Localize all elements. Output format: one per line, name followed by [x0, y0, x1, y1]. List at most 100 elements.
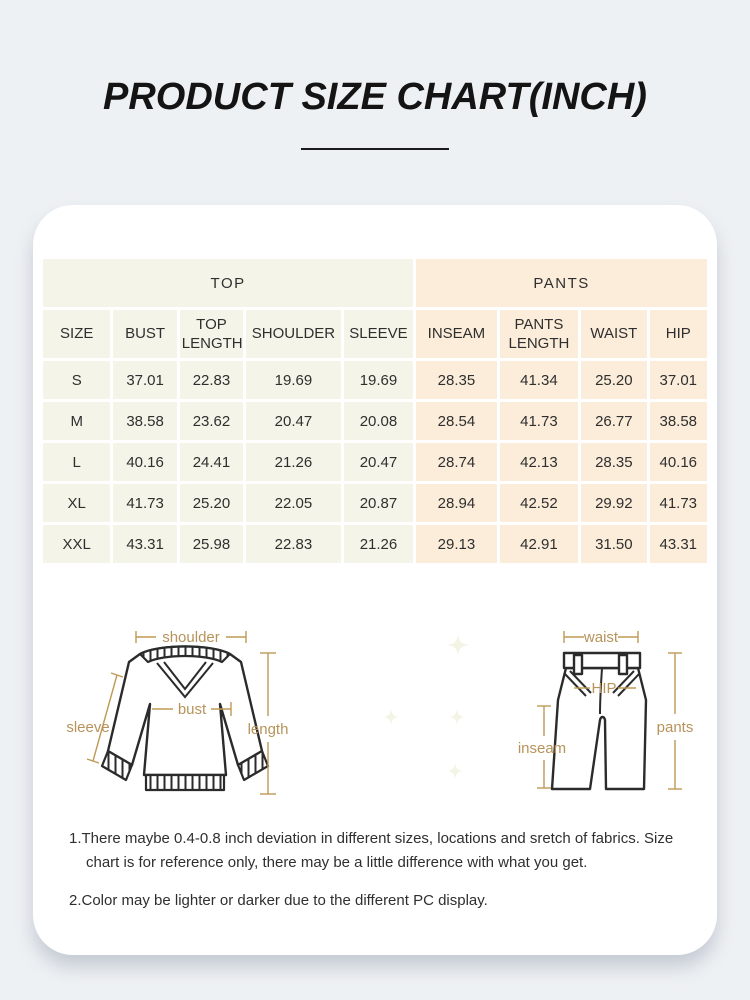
value-cell: 25.20	[581, 361, 647, 399]
table-row: S 37.01 22.83 19.69 19.69 28.35 41.34 25.20 37.0…	[43, 361, 707, 399]
value-cell: 37.01	[649, 361, 707, 399]
size-cell: XXL	[43, 525, 111, 563]
value-cell: 20.47	[343, 443, 414, 481]
group-header-pants: PANTS	[416, 259, 707, 307]
table-row: L 40.16 24.41 21.26 20.47 28.74 42.13 28.35 40.1…	[43, 443, 707, 481]
shoulder-label: shoulder	[162, 629, 220, 646]
value-cell: 41.73	[649, 484, 707, 522]
inseam-measure: inseam	[518, 705, 566, 789]
bust-label: bust	[178, 701, 207, 718]
sweater-cuff-right	[236, 749, 270, 782]
hip-measure: HIP	[574, 680, 636, 697]
note-1: 1.There maybe 0.4-0.8 inch deviation in …	[69, 830, 674, 871]
value-cell: 42.52	[499, 484, 579, 522]
sweater-hem	[144, 773, 226, 792]
value-cell: 28.35	[581, 443, 647, 481]
value-cell: 26.77	[581, 402, 647, 440]
notes-section: 1.There maybe 0.4-0.8 inch deviation in …	[69, 827, 687, 927]
note-2: 2.Color may be lighter or darker due to …	[69, 892, 488, 909]
value-cell: 43.31	[649, 525, 707, 563]
value-cell: 22.05	[246, 484, 341, 522]
value-cell: 40.16	[113, 443, 177, 481]
value-cell: 38.58	[649, 402, 707, 440]
hip-label: HIP	[591, 680, 616, 697]
value-cell: 28.94	[416, 484, 497, 522]
value-cell: 21.26	[246, 443, 341, 481]
length-measure: length	[248, 652, 289, 795]
table-group-row: TOP PANTS	[43, 259, 707, 307]
pants-pockets	[564, 670, 640, 697]
sparkle-icon	[447, 763, 463, 779]
sweater-vneck	[156, 662, 214, 699]
sweater-illustration: shoulder bust sleeve le	[66, 629, 289, 795]
value-cell: 28.35	[416, 361, 497, 399]
value-cell: 20.08	[343, 402, 414, 440]
value-cell: 42.91	[499, 525, 579, 563]
sweater-cuff-left	[100, 749, 134, 782]
waist-label: waist	[583, 629, 619, 646]
column-header: SLEEVE	[343, 310, 414, 358]
sweater-vneck-inner	[163, 661, 207, 691]
sleeve-measure: sleeve	[66, 672, 124, 764]
sweater-collar	[138, 645, 232, 664]
sparkle-icon	[449, 709, 465, 725]
sparkle-icon	[383, 709, 399, 725]
value-cell: 24.41	[179, 443, 244, 481]
value-cell: 19.69	[343, 361, 414, 399]
value-cell: 20.47	[246, 402, 341, 440]
value-cell: 25.98	[179, 525, 244, 563]
table-header-row: SIZE BUST TOP LENGTH SHOULDER SLEEVE INSEAM PA…	[43, 310, 707, 358]
column-header: WAIST	[581, 310, 647, 358]
column-header: INSEAM	[416, 310, 497, 358]
pants-fly	[599, 667, 603, 715]
value-cell: 29.92	[581, 484, 647, 522]
value-cell: 28.54	[416, 402, 497, 440]
title-underline	[301, 148, 449, 150]
column-header: PANTS LENGTH	[499, 310, 579, 358]
column-header: SIZE	[43, 310, 111, 358]
pants-outline	[550, 666, 648, 791]
value-cell: 20.87	[343, 484, 414, 522]
column-header: HIP	[649, 310, 707, 358]
size-cell: M	[43, 402, 111, 440]
table-row: XXL 43.31 25.98 22.83 21.26 29.13 42.91 31.50 43…	[43, 525, 707, 563]
value-cell: 19.69	[246, 361, 341, 399]
value-cell: 37.01	[113, 361, 177, 399]
size-chart-card: TOP PANTS SIZE BUST TOP LENGTH SHOULDER SLEEV…	[33, 205, 717, 955]
sleeve-label: sleeve	[66, 719, 109, 736]
value-cell: 29.13	[416, 525, 497, 563]
value-cell: 31.50	[581, 525, 647, 563]
pants-length-measure: pants	[657, 652, 694, 790]
column-header: BUST	[113, 310, 177, 358]
value-cell: 41.34	[499, 361, 579, 399]
group-header-top: TOP	[43, 259, 414, 307]
pants-label: pants	[657, 719, 694, 736]
value-cell: 42.13	[499, 443, 579, 481]
size-cell: S	[43, 361, 111, 399]
value-cell: 38.58	[113, 402, 177, 440]
column-header: SHOULDER	[246, 310, 341, 358]
size-cell: L	[43, 443, 111, 481]
bust-measure: bust	[152, 701, 232, 718]
value-cell: 28.74	[416, 443, 497, 481]
shoulder-measure: shoulder	[135, 629, 247, 646]
value-cell: 22.83	[246, 525, 341, 563]
length-label: length	[248, 721, 289, 738]
column-header: TOP LENGTH	[179, 310, 244, 358]
sparkle-icon	[447, 634, 469, 656]
value-cell: 41.73	[113, 484, 177, 522]
belt-loop-left	[572, 653, 584, 676]
value-cell: 41.73	[499, 402, 579, 440]
belt-loop-right	[617, 653, 629, 676]
value-cell: 40.16	[649, 443, 707, 481]
value-cell: 25.20	[179, 484, 244, 522]
table-row: M 38.58 23.62 20.47 20.08 28.54 41.73 26.77 38.5…	[43, 402, 707, 440]
inseam-label: inseam	[518, 740, 566, 757]
size-table: TOP PANTS SIZE BUST TOP LENGTH SHOULDER SLEEV…	[40, 256, 710, 566]
value-cell: 23.62	[179, 402, 244, 440]
waist-measure: waist	[563, 629, 639, 646]
value-cell: 43.31	[113, 525, 177, 563]
value-cell: 22.83	[179, 361, 244, 399]
pants-illustration: waist HIP inseam pants	[518, 629, 694, 791]
